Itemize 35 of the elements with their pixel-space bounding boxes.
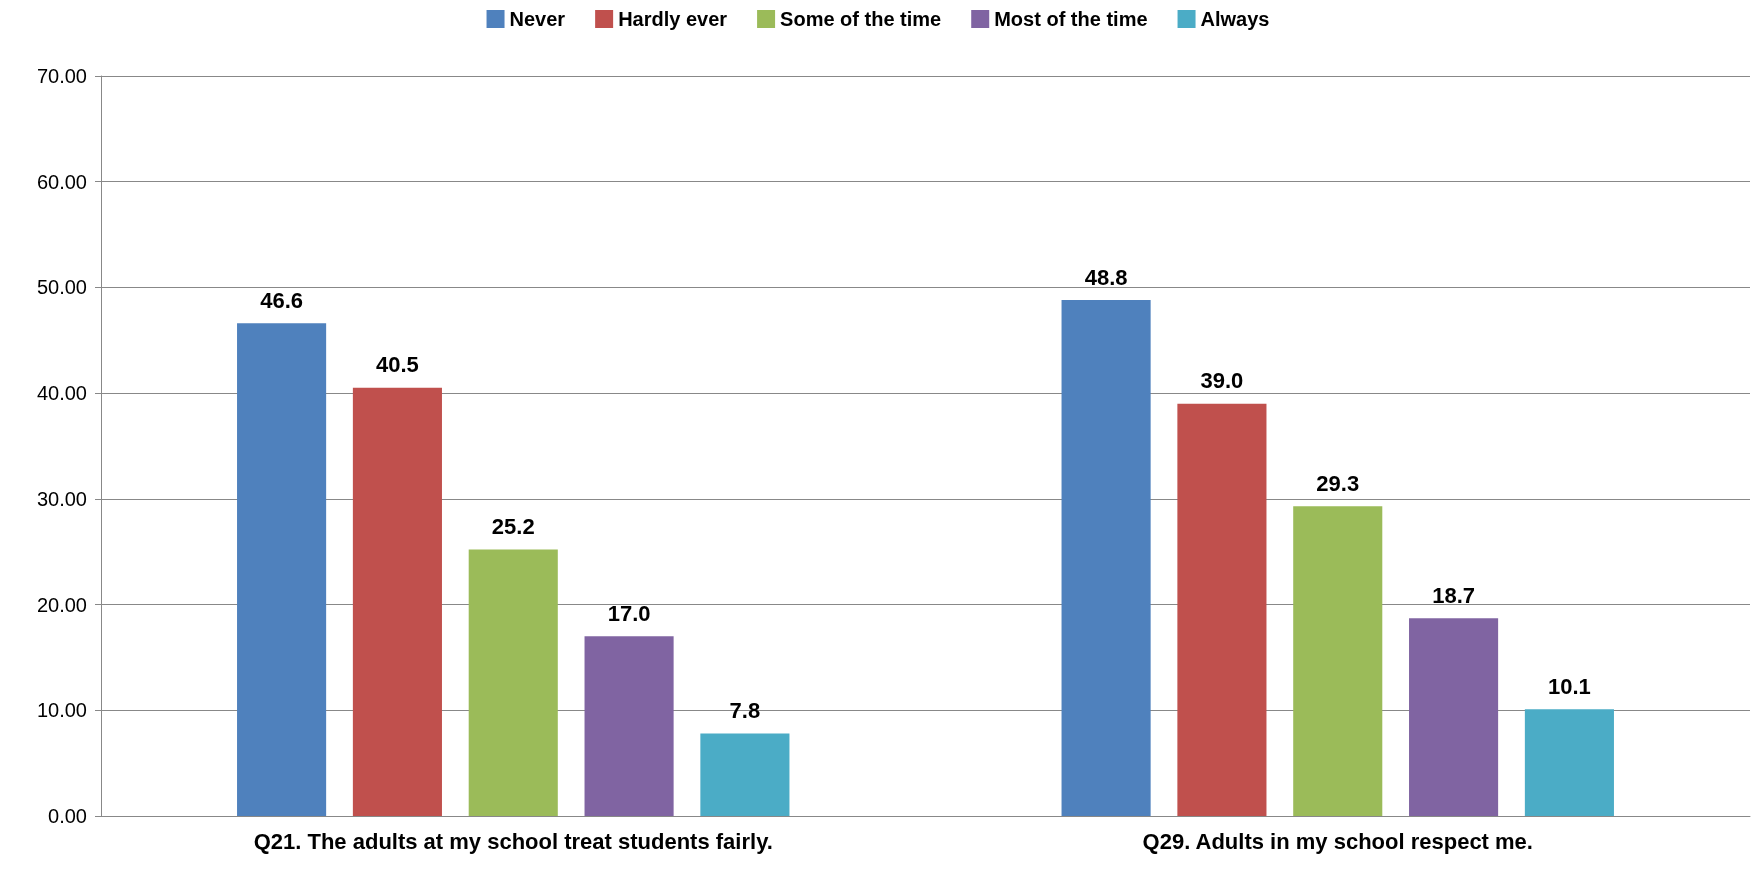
bar	[584, 636, 674, 816]
bar	[352, 387, 442, 816]
bar	[468, 549, 558, 816]
data-label: 7.8	[729, 698, 761, 724]
y-tick-label: 30.00	[36, 487, 87, 510]
y-tick-label: 60.00	[36, 170, 87, 193]
bar	[1061, 300, 1151, 816]
legend-label: Always	[1200, 8, 1270, 30]
x-tick-label: Q29. Adults in my school respect me.	[1142, 828, 1533, 854]
y-tick-label: 10.00	[36, 699, 87, 722]
data-label: 18.7	[1432, 582, 1475, 608]
data-label: 39.0	[1200, 368, 1244, 394]
data-label: 46.6	[260, 287, 304, 313]
bar	[237, 323, 327, 816]
y-tick-label: 0.00	[48, 805, 87, 827]
legend-label: Most of the time	[994, 8, 1148, 30]
data-label: 17.0	[607, 600, 651, 626]
data-label: 29.3	[1316, 470, 1360, 496]
legend-label: Some of the time	[780, 8, 942, 30]
legend-label: Never	[509, 8, 566, 30]
bar	[1177, 403, 1267, 816]
data-label: 25.2	[491, 514, 535, 540]
data-label: 48.8	[1084, 264, 1128, 290]
bar	[1409, 618, 1499, 816]
y-tick-label: 70.00	[36, 65, 87, 87]
x-tick-label: Q21. The adults at my school treat students fairly.	[253, 828, 773, 854]
y-tick-label: 40.00	[36, 382, 87, 405]
bar	[700, 733, 790, 816]
bar	[1524, 709, 1614, 816]
y-tick-label: 20.00	[36, 593, 87, 616]
bar	[1293, 506, 1383, 816]
legend-label: Hardly ever	[618, 8, 728, 30]
data-label: 40.5	[376, 352, 419, 378]
y-tick-label: 50.00	[36, 276, 87, 299]
data-label: 10.1	[1547, 673, 1591, 699]
